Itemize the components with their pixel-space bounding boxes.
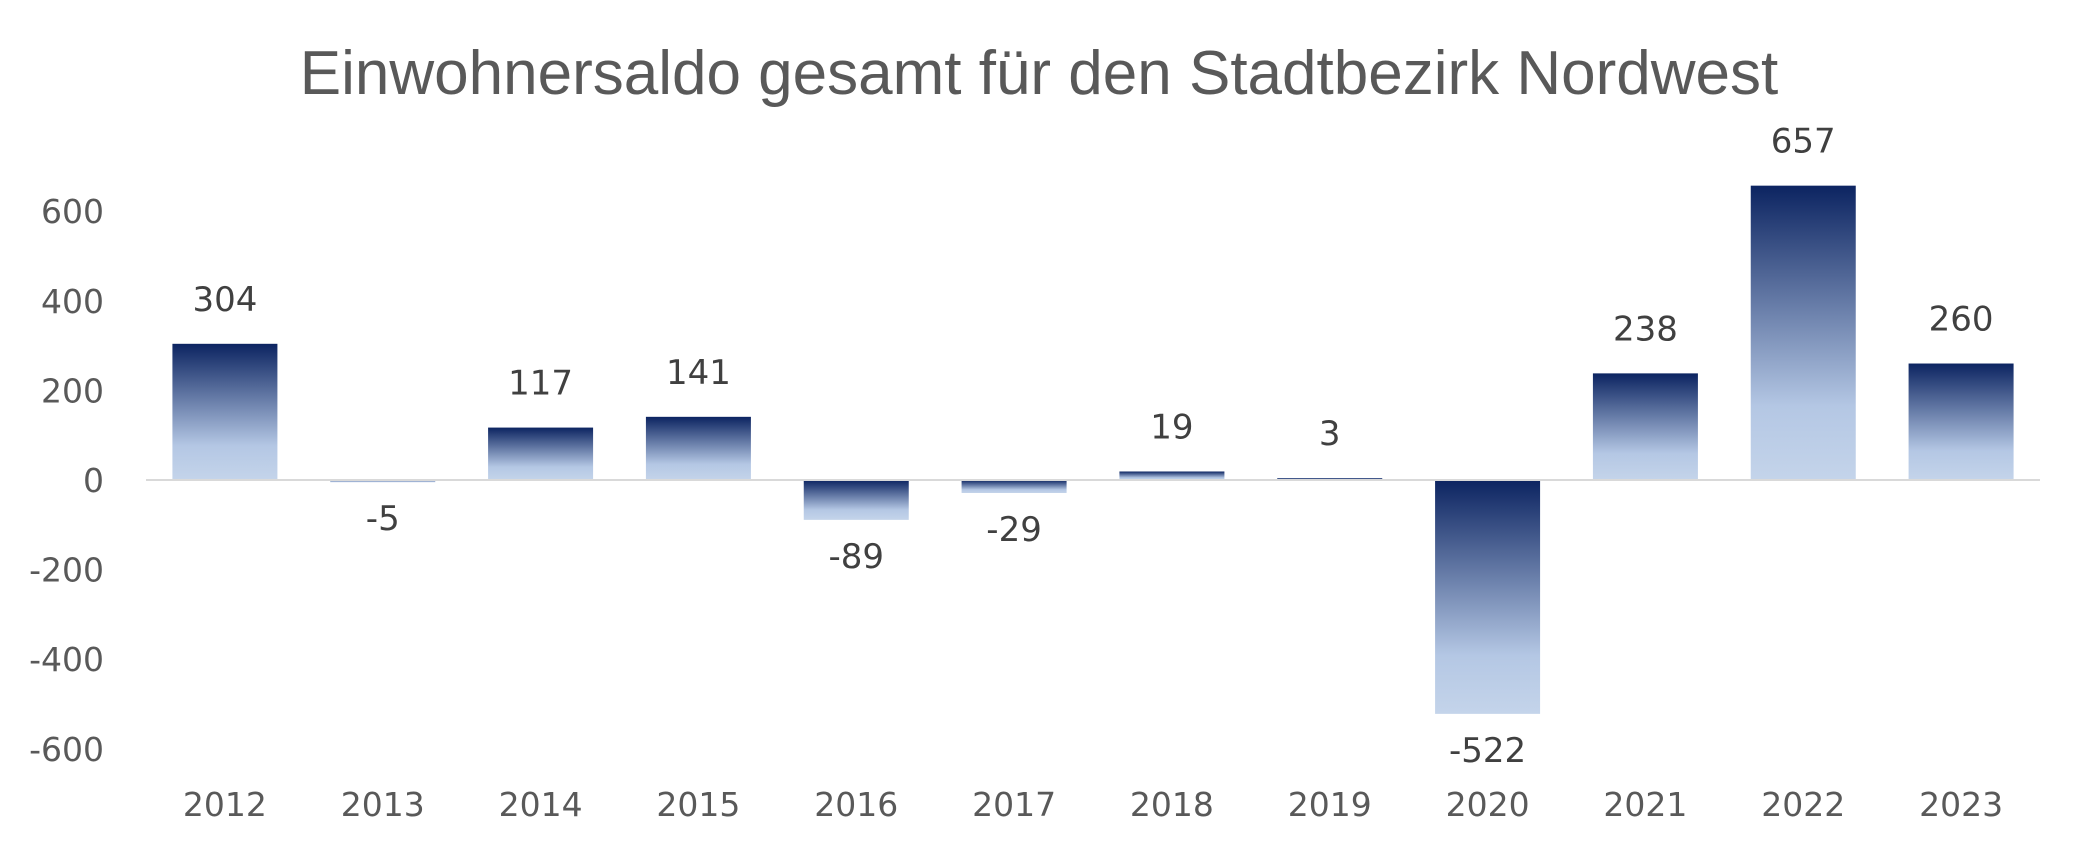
x-tick-label: 2015 <box>656 785 740 824</box>
bar-2021 <box>1592 373 1698 480</box>
bars-group <box>172 185 2014 714</box>
x-tick-label: 2016 <box>814 785 898 824</box>
data-label: 3 <box>1319 414 1341 454</box>
x-axis: 2012 2013 2014 2015 2016 2017 2018 2019 2020 2021… <box>183 785 2003 824</box>
x-tick-label: 2018 <box>1130 785 1214 824</box>
bar-2016 <box>803 480 909 520</box>
y-tick-label: 600 <box>41 192 104 231</box>
data-label: -5 <box>366 499 400 539</box>
y-tick-label: -200 <box>29 551 104 590</box>
data-label: 304 <box>192 280 257 320</box>
data-label: 260 <box>1929 300 1994 340</box>
data-labels-group: 304 -5 117 141 -89 -29 19 3 -522 238 657 260 <box>192 122 1993 771</box>
bar-2020 <box>1435 480 1541 714</box>
data-label: 238 <box>1613 309 1678 349</box>
bar-2022 <box>1750 185 1856 480</box>
bar-2013 <box>330 480 436 483</box>
x-tick-label: 2019 <box>1288 785 1372 824</box>
data-label: 657 <box>1771 122 1836 162</box>
bar-2015 <box>645 416 751 480</box>
y-axis: 600 400 200 0 -200 -400 -600 <box>29 192 104 769</box>
bar-2017 <box>961 480 1067 493</box>
bar-2014 <box>488 427 594 480</box>
y-tick-label: 200 <box>41 371 104 410</box>
bar-2018 <box>1119 471 1225 480</box>
bar-2012 <box>172 343 278 480</box>
y-tick-label: 0 <box>83 461 104 500</box>
data-label: -89 <box>828 537 884 577</box>
x-tick-label: 2014 <box>499 785 583 824</box>
y-tick-label: -400 <box>29 640 104 679</box>
x-tick-label: 2013 <box>341 785 425 824</box>
data-label: -29 <box>986 510 1042 550</box>
x-tick-label: 2022 <box>1761 785 1845 824</box>
data-label: -522 <box>1449 731 1526 771</box>
y-tick-label: -600 <box>29 730 104 769</box>
x-tick-label: 2020 <box>1446 785 1530 824</box>
x-tick-label: 2023 <box>1919 785 2003 824</box>
y-tick-label: 400 <box>41 282 104 321</box>
data-label: 19 <box>1150 407 1193 447</box>
data-label: 141 <box>666 353 731 393</box>
x-tick-label: 2017 <box>972 785 1056 824</box>
x-tick-label: 2012 <box>183 785 267 824</box>
bar-2023 <box>1908 363 2014 480</box>
chart-title: Einwohnersaldo gesamt für den Stadtbezir… <box>300 39 1778 108</box>
x-tick-label: 2021 <box>1603 785 1687 824</box>
data-label: 117 <box>508 364 573 404</box>
